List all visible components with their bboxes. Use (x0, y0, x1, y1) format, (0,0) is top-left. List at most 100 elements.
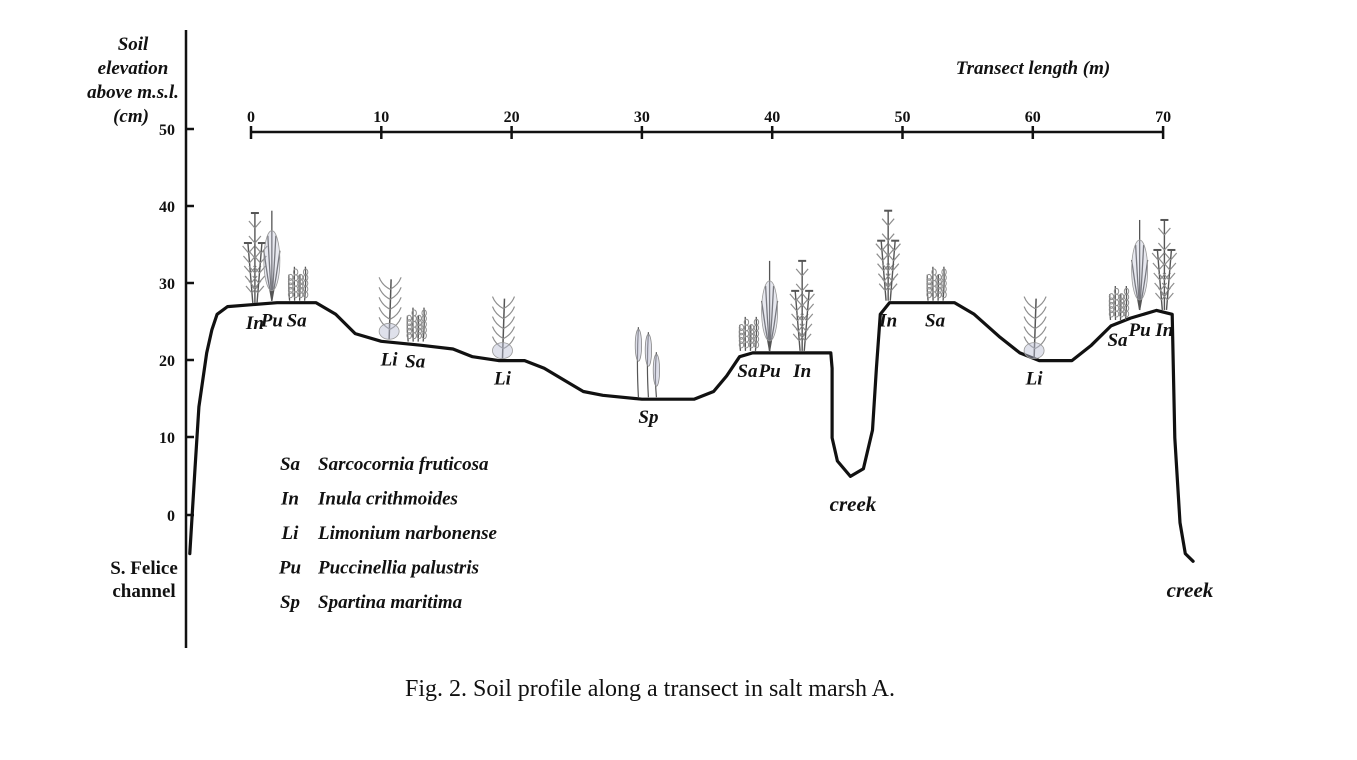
y-tick: 40 (159, 199, 194, 216)
x-tick: 40 (764, 109, 780, 139)
plant-code-label: Sa (287, 311, 308, 332)
x-tick-label: 40 (764, 109, 780, 126)
plant-sa-icon (406, 307, 427, 342)
plant-sa-icon (1108, 285, 1130, 321)
plant-marker: In (789, 259, 815, 382)
x-tick-label: 10 (373, 109, 389, 126)
plant-code-label: Li (493, 369, 512, 390)
plant-marker: Sa (1107, 285, 1130, 351)
plant-pu-icon (263, 210, 281, 301)
legend-species-name: Puccinellia palustris (317, 558, 479, 579)
legend-code: Li (281, 523, 300, 544)
legend-entry: Li Limonium narbonense (281, 523, 498, 544)
plant-in-icon (875, 209, 901, 301)
plant-marker: Sa (737, 316, 760, 382)
plant-code-label: Sa (737, 361, 758, 382)
plant-marker: Sa (925, 266, 947, 332)
creek-label-end: creek (1167, 578, 1214, 602)
legend-entry: Sp Spartina maritima (280, 592, 463, 613)
plant-in-icon (789, 259, 815, 351)
x-axis: Transect length (m) 0 10 20 30 40 50 60 70 (247, 58, 1171, 139)
plant-marker: In (875, 209, 901, 332)
legend-code: In (280, 489, 299, 510)
plant-li-icon (378, 277, 402, 340)
plant-marker: In (1151, 218, 1178, 341)
plant-code-label: Pu (1128, 320, 1151, 341)
x-tick: 30 (634, 109, 650, 139)
plant-code-label: In (878, 311, 897, 332)
y-tick: 0 (167, 508, 194, 525)
y-axis-title-line-4: (cm) (113, 106, 149, 127)
legend-code: Sa (280, 454, 301, 475)
plant-in-icon (242, 212, 268, 304)
x-tick: 20 (504, 109, 520, 139)
species-legend: Sa Sarcocornia fruticosa In Inula crithmoid… (278, 454, 498, 613)
plant-li-icon (491, 296, 516, 360)
plant-pu-icon (760, 260, 779, 352)
creek-label-mid: creek (830, 492, 877, 516)
plant-marker: Li (491, 296, 516, 390)
y-tick-label: 20 (159, 353, 175, 370)
plant-marker: Sp (634, 327, 661, 428)
plant-marker: In (242, 212, 268, 334)
channel-label-line-1: S. Felice (110, 558, 178, 579)
x-tick: 0 (247, 109, 255, 139)
plant-code-label: Sa (1107, 330, 1128, 351)
legend-species-name: Spartina maritima (318, 592, 463, 613)
plant-li-icon (1023, 296, 1047, 360)
plant-pu-icon (1131, 219, 1149, 311)
x-tick: 10 (373, 109, 389, 139)
plant-marker: Pu (1128, 219, 1151, 341)
plant-marker: Sa (287, 266, 309, 332)
y-tick-label: 30 (159, 276, 175, 293)
soil-profile-line (188, 301, 1195, 563)
legend-species-name: Limonium narbonense (317, 523, 498, 544)
plant-sa-icon (926, 266, 947, 301)
y-tick-label: 0 (167, 508, 175, 525)
y-tick-label: 40 (159, 199, 175, 216)
plant-code-label: Li (1025, 369, 1044, 390)
plant-marker: Sa (405, 307, 427, 373)
plant-code-label: In (1154, 320, 1173, 341)
plant-code-label: Sa (925, 311, 946, 332)
plant-code-label: Pu (758, 361, 781, 382)
figure-caption: Fig. 2. Soil profile along a transect in… (405, 676, 895, 702)
plant-sp-icon (634, 327, 661, 398)
legend-species-name: Inula crithmoides (317, 489, 458, 510)
plant-sa-icon (738, 316, 760, 351)
legend-entry: Pu Puccinellia palustris (278, 558, 479, 579)
x-axis-ticks: 0 10 20 30 40 50 60 70 (247, 109, 1171, 139)
x-tick-label: 70 (1155, 109, 1171, 126)
channel-label-line-2: channel (112, 581, 175, 602)
y-tick: 30 (159, 276, 194, 293)
legend-entry: Sa Sarcocornia fruticosa (280, 454, 489, 475)
x-tick: 70 (1155, 109, 1171, 139)
y-tick: 10 (159, 430, 194, 447)
x-axis-title: Transect length (m) (956, 58, 1110, 79)
legend-species-name: Sarcocornia fruticosa (318, 454, 489, 475)
x-tick-label: 20 (504, 109, 520, 126)
plant-code-label: In (245, 313, 264, 334)
y-tick-label: 10 (159, 430, 175, 447)
plant-code-label: Sp (638, 407, 658, 428)
plant-code-label: Li (380, 349, 399, 370)
x-tick-label: 60 (1025, 109, 1041, 126)
plant-sa-icon (287, 266, 309, 301)
plant-code-label: Sa (405, 352, 426, 373)
legend-entry: In Inula crithmoides (280, 489, 458, 510)
legend-code: Sp (280, 592, 300, 613)
plant-marker: Li (1023, 296, 1047, 390)
x-tick-label: 50 (895, 109, 911, 126)
x-tick-label: 30 (634, 109, 650, 126)
plant-marker: Pu (758, 260, 781, 382)
y-axis: Soil elevation above m.s.l. (cm) 50 40 3… (87, 30, 194, 648)
y-tick: 50 (159, 122, 194, 139)
x-tick: 50 (895, 109, 911, 139)
y-tick: 20 (159, 353, 194, 370)
x-tick-label: 0 (247, 109, 255, 126)
plant-marker: Li (378, 277, 402, 370)
y-axis-title-line-2: elevation (98, 58, 169, 79)
y-tick-label: 50 (159, 122, 175, 139)
plant-marker: Pu (260, 210, 283, 332)
